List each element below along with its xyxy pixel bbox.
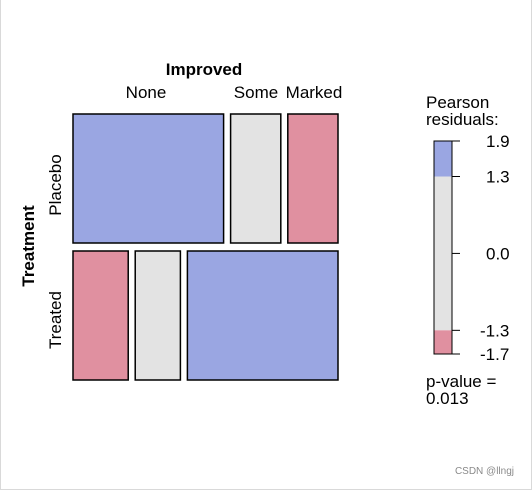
tile-placebo-marked (287, 113, 339, 244)
tile-treated-marked (186, 250, 339, 381)
legend-tick-label: 1.9 (486, 132, 510, 151)
residual-legend: 1.9 1.3 0.0 -1.3 -1.7 (433, 132, 510, 364)
tile-treated-none (72, 250, 129, 381)
column-label-marked: Marked (286, 83, 343, 102)
tile-placebo-none (72, 113, 225, 244)
legend-title-line1: Pearson (426, 93, 489, 112)
legend-tick-label: 0.0 (486, 244, 510, 263)
row-variable-title: Treatment (19, 205, 38, 287)
legend-tick-label: 1.3 (486, 168, 510, 187)
row-label-placebo: Placebo (46, 154, 65, 215)
legend-segment-neutral (434, 176, 452, 331)
legend-tick-label: -1.3 (480, 321, 509, 340)
legend-title-line2: residuals: (426, 110, 499, 129)
p-value: 0.013 (426, 389, 469, 408)
column-variable-title: Improved (166, 60, 243, 79)
mosaic-tiles (72, 113, 339, 381)
tile-placebo-some (229, 113, 282, 244)
legend-bar-outline (433, 140, 453, 355)
tile-treated-some (134, 250, 182, 381)
row-label-treated: Treated (46, 291, 65, 349)
legend-tick-label: -1.7 (480, 345, 509, 364)
watermark: CSDN @llngj (454, 466, 514, 477)
legend-segment-positive (434, 141, 452, 177)
column-label-some: Some (234, 83, 278, 102)
p-value-label: p-value = (426, 372, 496, 391)
column-label-none: None (126, 83, 167, 102)
legend-segment-negative (434, 330, 452, 354)
